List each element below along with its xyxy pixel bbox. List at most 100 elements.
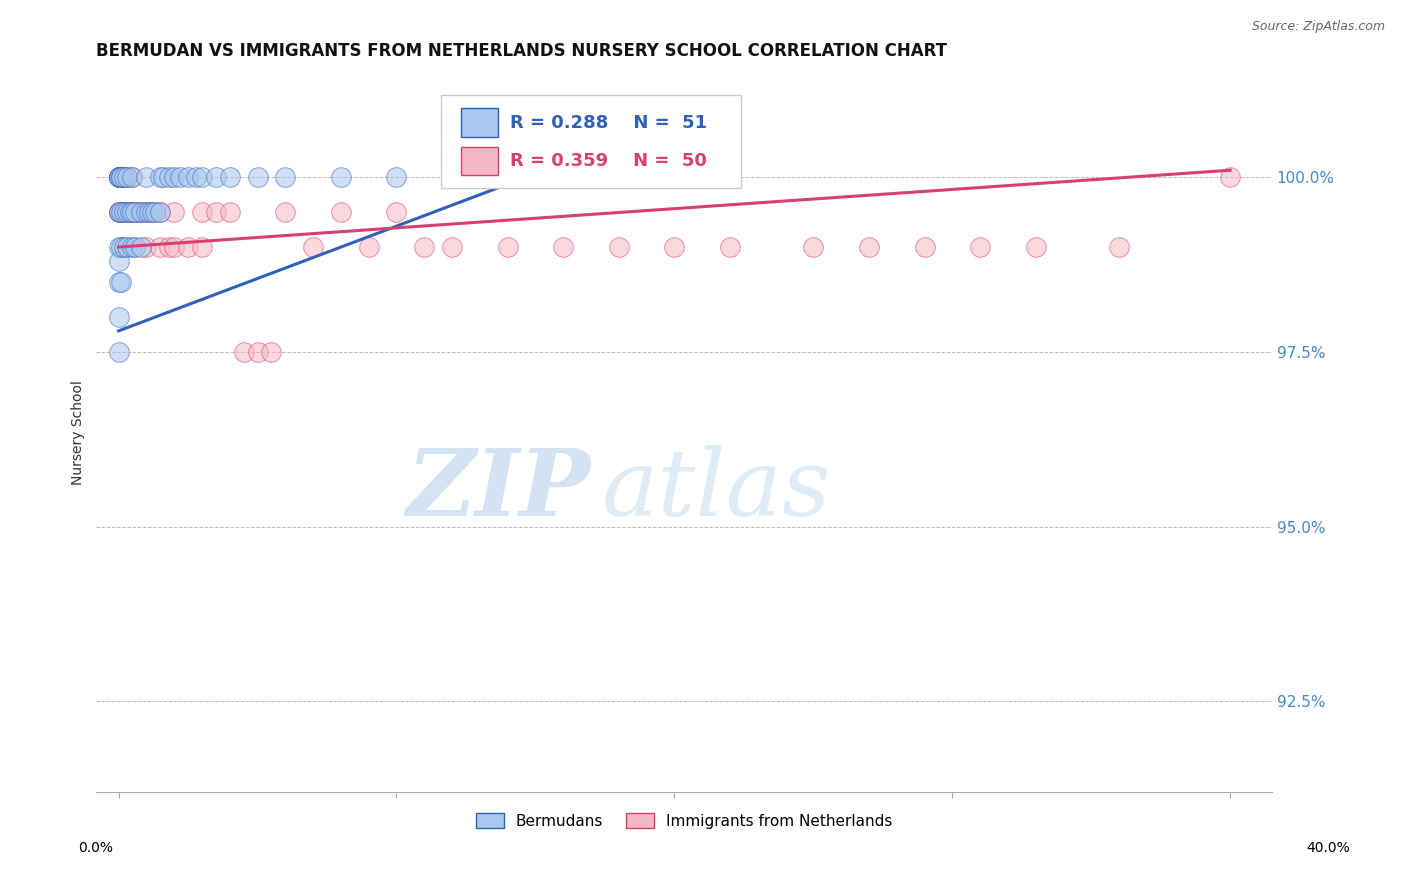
- Point: [121, 205, 143, 219]
- Text: BERMUDAN VS IMMIGRANTS FROM NETHERLANDS NURSERY SCHOOL CORRELATION CHART: BERMUDAN VS IMMIGRANTS FROM NETHERLANDS …: [97, 42, 948, 60]
- Point: [274, 205, 297, 219]
- Point: [138, 205, 160, 219]
- Point: [107, 275, 129, 289]
- Point: [107, 205, 129, 219]
- Legend: Bermudans, Immigrants from Netherlands: Bermudans, Immigrants from Netherlands: [470, 806, 898, 835]
- Point: [107, 170, 129, 185]
- Y-axis label: Nursery School: Nursery School: [72, 380, 86, 484]
- Point: [191, 205, 214, 219]
- Point: [118, 205, 141, 219]
- Point: [169, 170, 191, 185]
- Point: [112, 170, 135, 185]
- Point: [163, 240, 186, 254]
- Point: [135, 240, 157, 254]
- Point: [496, 240, 519, 254]
- Point: [163, 205, 186, 219]
- Point: [1108, 240, 1130, 254]
- Point: [1025, 240, 1047, 254]
- Point: [441, 240, 464, 254]
- Point: [163, 170, 186, 185]
- Point: [107, 310, 129, 324]
- Point: [121, 240, 143, 254]
- Point: [969, 240, 991, 254]
- Point: [664, 240, 686, 254]
- Point: [218, 170, 240, 185]
- Point: [107, 344, 129, 359]
- Point: [149, 205, 172, 219]
- Point: [135, 205, 157, 219]
- Point: [302, 240, 325, 254]
- Point: [110, 240, 132, 254]
- Point: [607, 240, 630, 254]
- Point: [149, 170, 172, 185]
- Point: [191, 240, 214, 254]
- Point: [157, 240, 180, 254]
- Point: [186, 170, 208, 185]
- Text: Source: ZipAtlas.com: Source: ZipAtlas.com: [1251, 20, 1385, 33]
- Point: [718, 240, 741, 254]
- Point: [177, 170, 200, 185]
- Point: [357, 240, 380, 254]
- Point: [205, 170, 228, 185]
- Point: [110, 275, 132, 289]
- Point: [141, 205, 163, 219]
- Point: [118, 205, 141, 219]
- Point: [115, 170, 138, 185]
- Text: R = 0.359    N =  50: R = 0.359 N = 50: [510, 152, 707, 170]
- Point: [135, 205, 157, 219]
- Point: [260, 344, 283, 359]
- Point: [801, 240, 824, 254]
- Point: [112, 170, 135, 185]
- Point: [110, 170, 132, 185]
- Point: [107, 205, 129, 219]
- Point: [385, 170, 408, 185]
- Point: [124, 205, 146, 219]
- Point: [246, 344, 269, 359]
- Point: [205, 205, 228, 219]
- Point: [129, 240, 152, 254]
- Point: [553, 240, 575, 254]
- Point: [115, 240, 138, 254]
- Point: [129, 205, 152, 219]
- Point: [232, 344, 254, 359]
- Text: ZIP: ZIP: [406, 445, 591, 535]
- Point: [143, 205, 166, 219]
- Point: [413, 240, 436, 254]
- Point: [107, 205, 129, 219]
- Point: [1219, 170, 1241, 185]
- Point: [858, 240, 880, 254]
- Text: atlas: atlas: [602, 445, 831, 535]
- Text: 0.0%: 0.0%: [79, 841, 112, 855]
- FancyBboxPatch shape: [441, 95, 741, 187]
- Point: [110, 170, 132, 185]
- Point: [121, 170, 143, 185]
- Point: [191, 170, 214, 185]
- Text: R = 0.288    N =  51: R = 0.288 N = 51: [510, 114, 707, 132]
- FancyBboxPatch shape: [461, 146, 498, 176]
- Point: [110, 170, 132, 185]
- Point: [112, 205, 135, 219]
- Point: [553, 170, 575, 185]
- Point: [135, 170, 157, 185]
- Point: [112, 240, 135, 254]
- Point: [329, 170, 352, 185]
- Point: [110, 205, 132, 219]
- Point: [107, 170, 129, 185]
- Point: [246, 170, 269, 185]
- Point: [112, 205, 135, 219]
- Point: [149, 240, 172, 254]
- Point: [177, 240, 200, 254]
- Point: [124, 240, 146, 254]
- Point: [115, 205, 138, 219]
- Point: [157, 170, 180, 185]
- Point: [385, 205, 408, 219]
- Point: [149, 205, 172, 219]
- Point: [115, 205, 138, 219]
- Point: [218, 205, 240, 219]
- Point: [127, 205, 149, 219]
- Point: [110, 205, 132, 219]
- Point: [107, 170, 129, 185]
- Text: 40.0%: 40.0%: [1306, 841, 1351, 855]
- Point: [107, 170, 129, 185]
- Point: [914, 240, 936, 254]
